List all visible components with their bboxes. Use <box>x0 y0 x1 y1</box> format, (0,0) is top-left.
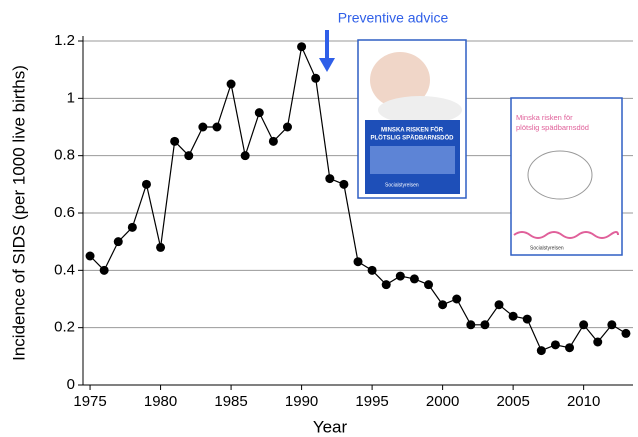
point <box>212 123 221 132</box>
point <box>170 137 179 146</box>
point <box>86 252 95 261</box>
point <box>607 320 616 329</box>
point <box>480 320 489 329</box>
point <box>339 180 348 189</box>
brochure-title: plötslig spädbarnsdöd <box>516 123 589 132</box>
y-tick-label: 0.6 <box>54 204 75 221</box>
x-tick-label: 1985 <box>214 393 247 410</box>
point <box>114 237 123 246</box>
x-axis-label: Year <box>313 417 348 436</box>
point <box>227 80 236 89</box>
chart: MINSKA RISKEN FÖR PLÖTSLIG SPÄDBARNSDÖD … <box>0 0 638 437</box>
point <box>184 151 193 160</box>
annotation-arrowhead <box>319 58 335 72</box>
point <box>283 123 292 132</box>
point <box>396 272 405 281</box>
point <box>593 338 602 347</box>
point <box>523 315 532 324</box>
point <box>424 280 433 289</box>
brochure-title: PLÖTSLIG SPÄDBARNSDÖD <box>370 135 454 142</box>
point <box>241 151 250 160</box>
point <box>269 137 278 146</box>
x-tick-label: 2010 <box>567 393 600 410</box>
point <box>565 343 574 352</box>
point <box>142 180 151 189</box>
point <box>410 274 419 283</box>
point <box>382 280 391 289</box>
point <box>621 329 630 338</box>
point <box>537 346 546 355</box>
point <box>255 108 264 117</box>
annotation: Preventive advice <box>338 10 449 26</box>
brochure-publisher: Socialstyrelsen <box>385 182 419 188</box>
y-axis-label: Incidence of SIDS (per 1000 live births) <box>9 65 28 361</box>
brochure-publisher: Socialstyrelsen <box>530 245 564 251</box>
y-tick-label: 0 <box>67 376 75 393</box>
x-tick-label: 2005 <box>496 393 529 410</box>
x-tick-label: 1975 <box>73 393 106 410</box>
x-tick-label: 1995 <box>355 393 388 410</box>
brochure-pink: Minska risken för plötslig spädbarnsdöd … <box>511 98 622 255</box>
point <box>198 123 207 132</box>
y-tick-label: 1.2 <box>54 32 75 49</box>
brochure-title: MINSKA RISKEN FÖR <box>381 127 444 134</box>
point <box>325 174 334 183</box>
brochure-title: Minska risken för <box>516 113 573 122</box>
point <box>100 266 109 275</box>
y-tick-label: 0.4 <box>54 261 75 278</box>
point <box>495 300 504 309</box>
point <box>368 266 377 275</box>
point <box>128 223 137 232</box>
point <box>509 312 518 321</box>
x-tick-label: 1990 <box>285 393 318 410</box>
point <box>297 42 306 51</box>
y-tick-label: 0.8 <box>54 147 75 164</box>
point <box>354 257 363 266</box>
point <box>466 320 475 329</box>
brochure-blue: MINSKA RISKEN FÖR PLÖTSLIG SPÄDBARNSDÖD … <box>358 40 466 198</box>
point <box>551 340 560 349</box>
brochure-box <box>370 146 455 174</box>
point <box>311 74 320 83</box>
y-tick-label: 0.2 <box>54 319 75 336</box>
x-tick-label: 1980 <box>144 393 177 410</box>
blanket <box>378 96 462 124</box>
point <box>438 300 447 309</box>
point <box>156 243 165 252</box>
point <box>579 320 588 329</box>
y-tick-label: 1 <box>67 89 75 106</box>
point <box>452 295 461 304</box>
x-tick-label: 2000 <box>426 393 459 410</box>
